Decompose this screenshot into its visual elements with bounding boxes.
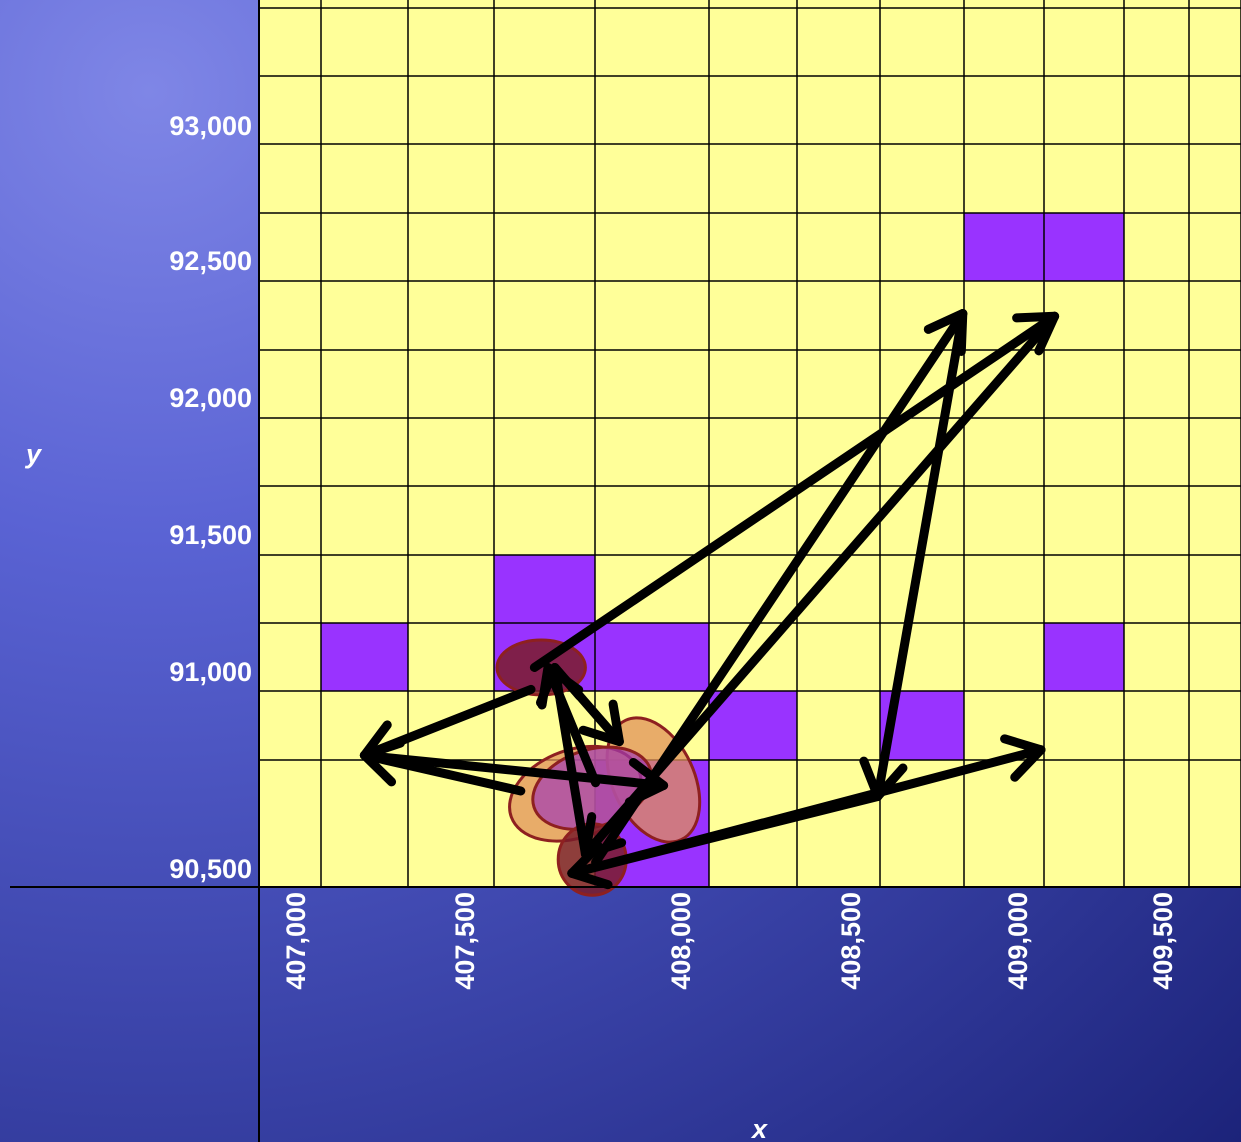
x-axis-title: x — [750, 1114, 768, 1142]
arrow-shaft — [359, 750, 526, 796]
arrows-layer — [359, 309, 1060, 890]
arrow-shaft — [580, 311, 1060, 859]
x-tick-label: 409,500 — [1148, 892, 1178, 990]
x-tick-label: 407,500 — [450, 892, 480, 990]
highlighted-cell — [1044, 623, 1124, 691]
arrow-head — [359, 738, 405, 787]
x-tick-label: 408,000 — [666, 892, 696, 990]
highlighted-cell — [709, 691, 797, 760]
movement-arrow — [359, 750, 669, 807]
y-tick-label: 93,000 — [169, 111, 252, 141]
axes-layer — [10, 0, 1241, 1142]
highlighted-cell — [494, 555, 595, 623]
arrow-shaft — [567, 745, 1046, 878]
arrow-shaft — [359, 750, 669, 790]
movement-arrow — [359, 738, 526, 796]
x-tick-label: 408,500 — [836, 892, 866, 990]
highlighted-cell — [321, 623, 408, 691]
highlighted-cell — [1044, 213, 1124, 281]
arrow-shaft — [873, 309, 968, 801]
y-axis-title: y — [24, 439, 43, 469]
arrow-head — [537, 662, 584, 710]
arrow-head — [1000, 734, 1046, 782]
y-tick-label: 91,500 — [169, 520, 252, 550]
y-tick-label: 92,500 — [169, 246, 252, 276]
y-tick-label: 90,500 — [169, 854, 252, 884]
y-tick-label: 91,000 — [169, 657, 252, 687]
arrow-shaft — [529, 311, 1060, 672]
movement-arrow — [567, 734, 1046, 878]
movement-arrow — [537, 662, 601, 788]
arrow-shaft — [543, 662, 601, 788]
arrow-head — [578, 699, 624, 747]
grid-cells-layer — [259, 0, 1241, 887]
highlighted-cell — [595, 623, 709, 691]
tick-labels-layer: 90,500 91,000 91,500 92,000 92,500 93,000 407,… — [169, 111, 1178, 990]
x-tick-label: 407,000 — [281, 892, 311, 990]
x-tick-label: 409,000 — [1003, 892, 1033, 990]
arrow-head — [624, 757, 669, 807]
highlighted-cell — [964, 213, 1044, 281]
grid-lines-layer — [258, 0, 1241, 888]
y-tick-label: 92,000 — [169, 383, 252, 413]
